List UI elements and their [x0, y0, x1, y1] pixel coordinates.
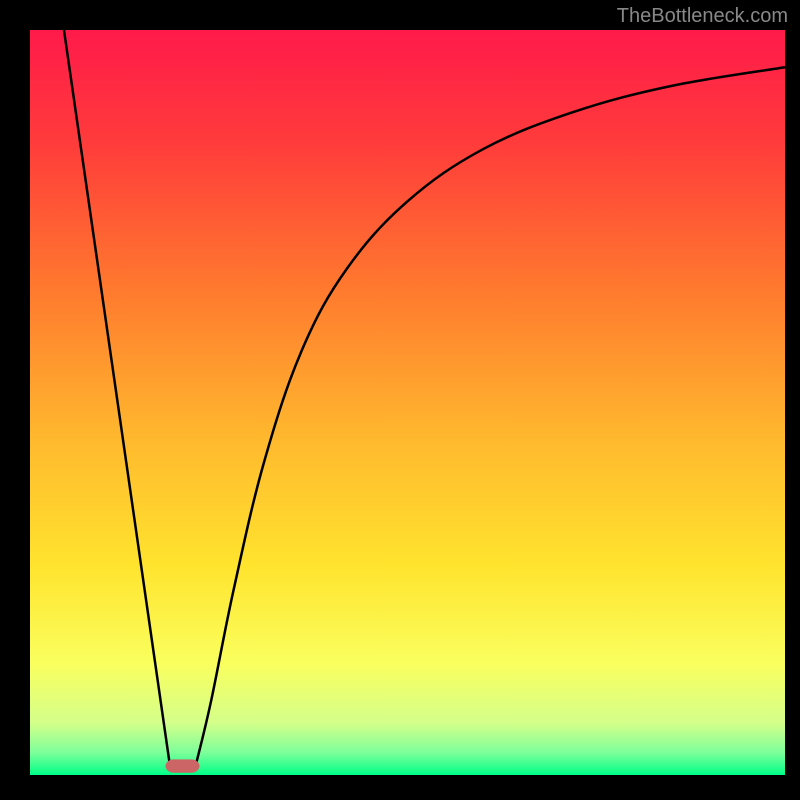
watermark-text: TheBottleneck.com	[617, 5, 788, 28]
valley-marker	[166, 759, 200, 772]
chart-container: TheBottleneck.com	[0, 0, 800, 800]
bottleneck-chart	[0, 0, 800, 800]
